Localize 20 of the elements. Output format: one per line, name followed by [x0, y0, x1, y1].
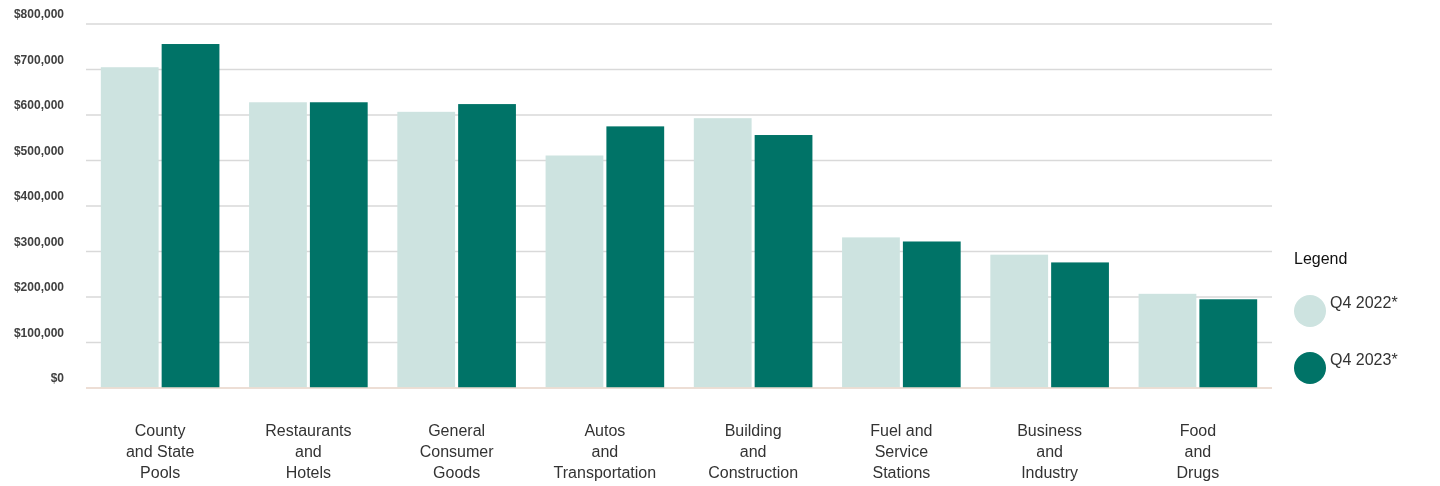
x-tick-label: Building and Construction — [708, 422, 799, 481]
legend-title: Legend — [1294, 250, 1348, 267]
x-tick-label: County and State Pools — [125, 422, 195, 481]
legend-label: Q4 2023* — [1330, 350, 1398, 368]
y-tick-label: $100,000 — [13, 325, 65, 340]
x-tick-label: Autos and Transportation — [553, 422, 657, 481]
y-tick-label: $0 — [50, 371, 65, 385]
x-tick-label: Restaurants and Hotels — [265, 422, 352, 481]
y-tick-label: $600,000 — [13, 98, 65, 112]
y-tick-label: $500,000 — [13, 143, 65, 158]
x-tick-label: General Consumer Goods — [419, 422, 495, 481]
y-tick-label: $800,000 — [13, 7, 65, 21]
y-tick-label: $700,000 — [13, 52, 65, 67]
y-tick-label: $200,000 — [13, 280, 65, 294]
x-tick-label: Food and Drugs — [1176, 422, 1220, 481]
y-tick-label: $300,000 — [13, 234, 65, 249]
legend-label: Q4 2022* — [1330, 293, 1398, 311]
x-tick-label: Business and Industry — [1017, 422, 1083, 481]
x-tick-label: Fuel and Service Stations — [870, 422, 933, 481]
y-tick-label: $400,000 — [13, 189, 65, 203]
